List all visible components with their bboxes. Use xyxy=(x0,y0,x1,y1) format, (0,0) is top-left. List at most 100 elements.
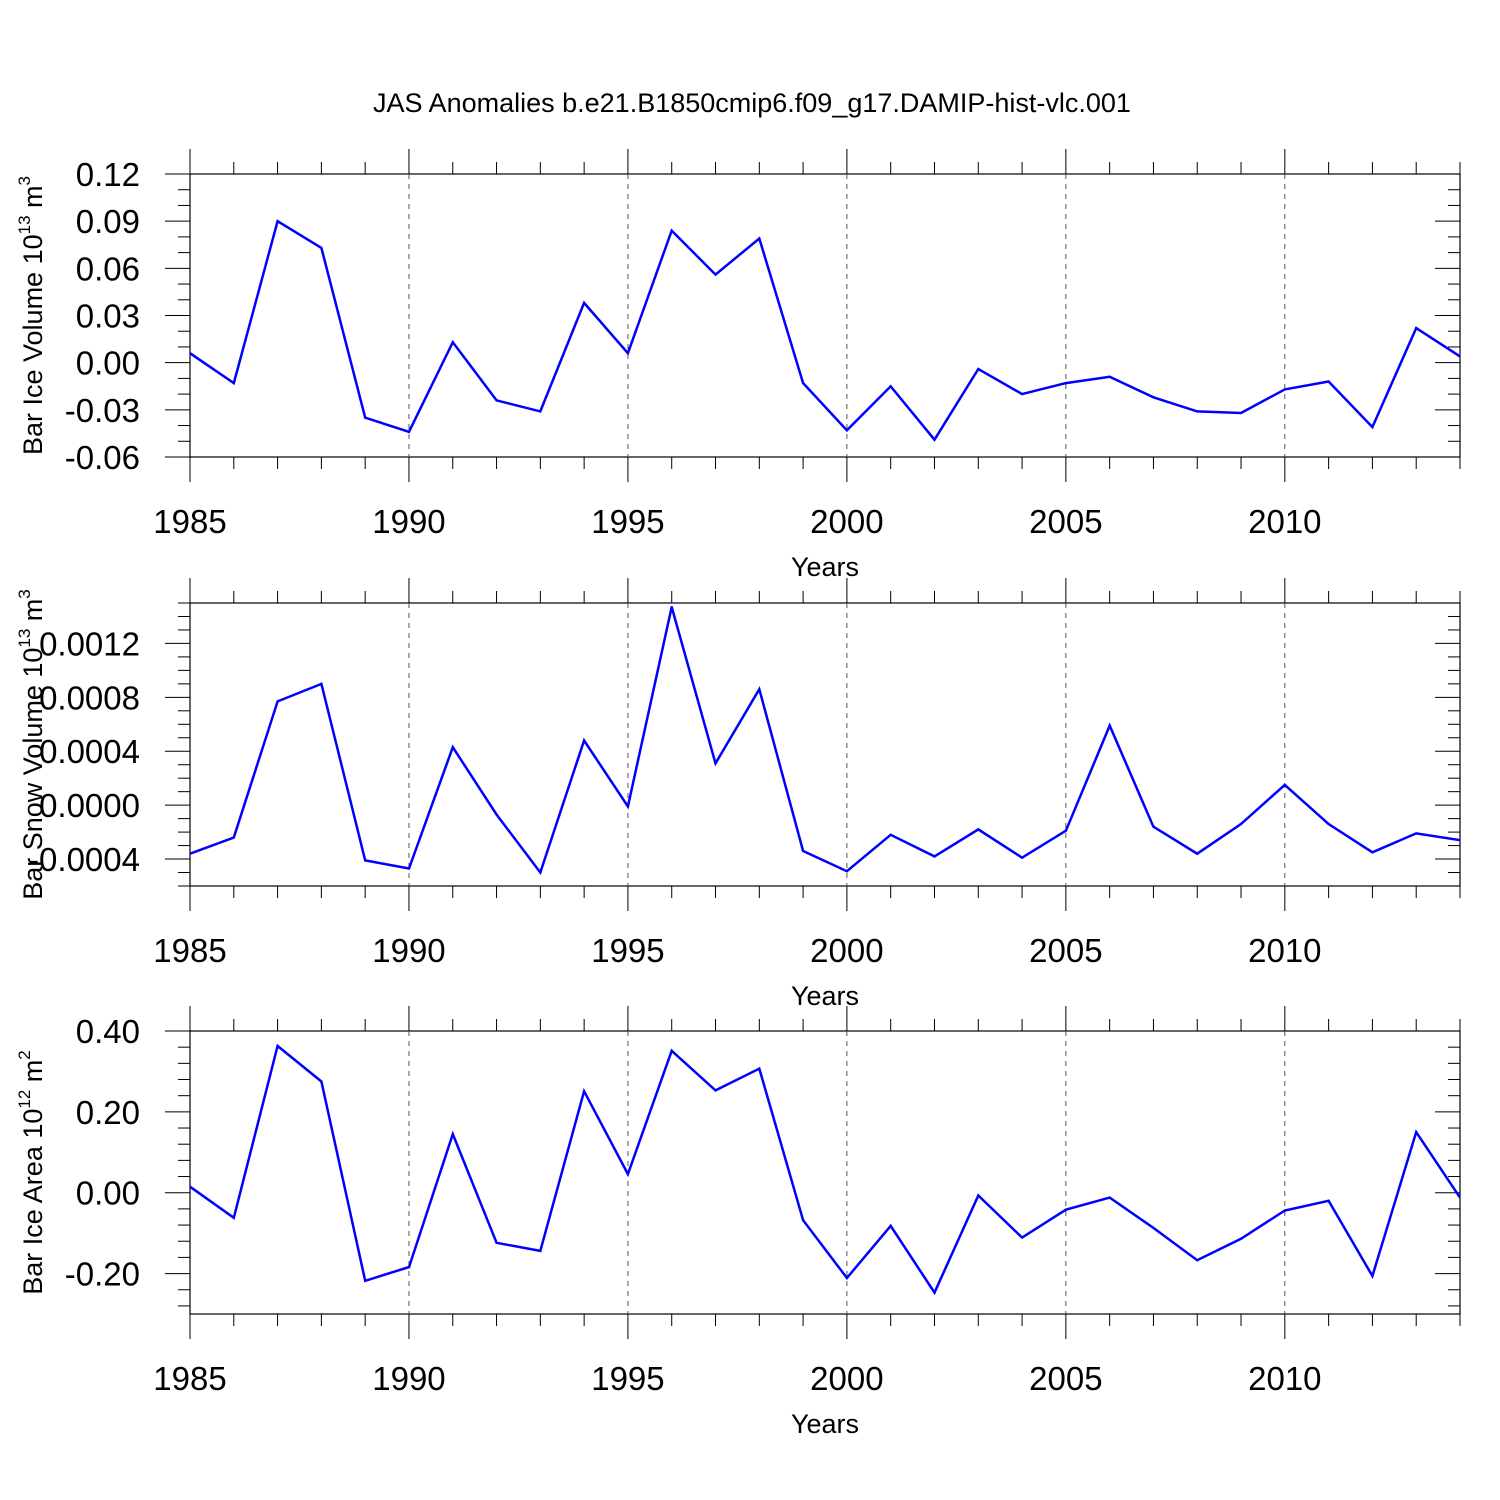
x-tick-label: 2005 xyxy=(1029,932,1102,969)
data-point xyxy=(320,682,323,686)
data-point xyxy=(232,1216,235,1219)
data-point xyxy=(363,416,367,419)
y-tick-label: 0.03 xyxy=(76,298,140,335)
y-tick-label: 0.12 xyxy=(76,156,140,193)
data-point xyxy=(1064,1208,1068,1211)
data-point xyxy=(889,833,892,836)
data-point xyxy=(407,1265,411,1269)
data-point xyxy=(320,246,323,250)
data-point xyxy=(758,688,761,691)
x-tick-label: 2000 xyxy=(810,503,883,540)
data-point xyxy=(670,1049,673,1053)
panel-1: 1985 1990 1995 2000 2005 2010 Years -0.06 -0.03 0… xyxy=(15,149,1461,582)
data-point xyxy=(582,739,586,742)
data-point xyxy=(495,1241,498,1245)
data-point xyxy=(889,1224,892,1228)
data-point xyxy=(1283,388,1287,391)
data-point xyxy=(190,1185,192,1188)
y-axis-label-exponent: 13 xyxy=(15,215,34,234)
x-tick-label: 2000 xyxy=(810,932,883,969)
x-axis-label: Years xyxy=(791,981,859,1011)
data-point xyxy=(845,1276,849,1280)
data-point xyxy=(1064,829,1068,832)
y-tick-label: 0.00 xyxy=(76,1175,140,1212)
data-point xyxy=(1152,396,1155,399)
data-point xyxy=(758,237,761,240)
y-axis-label-exponent: 2 xyxy=(15,1050,34,1059)
data-point xyxy=(714,762,717,765)
x-tick-label: 1985 xyxy=(153,932,226,969)
data-point xyxy=(1415,1130,1418,1134)
y-tick-label: 0.06 xyxy=(76,250,140,287)
data-point xyxy=(582,301,586,305)
data-point xyxy=(670,229,673,232)
y-tick-label: -0.03 xyxy=(65,392,140,429)
data-point xyxy=(190,352,192,355)
data-point xyxy=(1196,410,1199,413)
data-point xyxy=(801,849,805,853)
plot-frame xyxy=(189,602,1461,887)
data-point xyxy=(1239,1237,1243,1241)
y-axis-label-text: Bar Ice Volume 10 xyxy=(18,234,48,455)
series-line xyxy=(190,1043,1460,1296)
y-axis-label-text: Bar Snow Volume 10 xyxy=(18,648,48,900)
y-tick-label: 0.20 xyxy=(76,1094,140,1131)
y-tick-label: 0.0004 xyxy=(39,733,140,770)
y-axis-label: Bar Ice Volume 1013 m3 xyxy=(15,176,48,455)
data-point xyxy=(1458,355,1460,358)
data-point xyxy=(1152,1226,1155,1230)
data-point xyxy=(1152,825,1155,828)
plot-frame xyxy=(189,1030,1461,1315)
data-point xyxy=(276,219,279,223)
data-point xyxy=(363,1279,367,1283)
data-point xyxy=(670,605,673,609)
x-tick-label: 1990 xyxy=(372,503,445,540)
y-axis-label-text: m xyxy=(18,599,48,629)
y-tick-label: 0.0008 xyxy=(39,679,140,716)
data-point xyxy=(1283,783,1287,787)
series-line xyxy=(190,606,1460,876)
y-tick-label: 0.00 xyxy=(76,345,140,382)
data-point xyxy=(232,381,235,385)
x-axis-label: Years xyxy=(791,552,859,582)
y-tick-label: 0.09 xyxy=(76,203,140,240)
x-tick-label: 2010 xyxy=(1248,1360,1321,1397)
data-point xyxy=(1239,822,1243,826)
data-point xyxy=(363,859,367,862)
y-tick-label: -0.0004 xyxy=(28,841,140,878)
data-point xyxy=(320,1080,323,1083)
y-axis-label-exponent: 12 xyxy=(15,1090,34,1109)
x-tick-label: 1985 xyxy=(153,503,226,540)
data-point xyxy=(1327,380,1330,383)
data-point xyxy=(451,1132,454,1136)
data-point xyxy=(977,1194,980,1197)
data-point xyxy=(451,341,454,344)
data-point xyxy=(539,1249,542,1253)
data-point xyxy=(1196,852,1199,855)
x-tick-label: 1990 xyxy=(372,1360,445,1397)
x-tick-label: 2005 xyxy=(1029,503,1102,540)
data-point xyxy=(1327,1199,1330,1203)
data-point xyxy=(1020,392,1024,396)
data-point xyxy=(190,852,192,855)
figure-title: JAS Anomalies b.e21.B1850cmip6.f09_g17.D… xyxy=(373,88,1131,118)
data-point xyxy=(539,410,542,413)
x-tick-label: 1995 xyxy=(591,1360,664,1397)
data-point xyxy=(889,385,892,388)
y-tick-label: 0.40 xyxy=(76,1013,140,1050)
data-point xyxy=(1196,1259,1199,1262)
data-point xyxy=(1283,1209,1287,1212)
x-tick-label: 1990 xyxy=(372,932,445,969)
y-tick-label: -0.06 xyxy=(65,439,140,476)
data-point xyxy=(801,381,805,385)
y-axis-label-exponent: 13 xyxy=(15,629,34,648)
data-point xyxy=(1371,425,1374,429)
data-point xyxy=(845,869,849,873)
x-tick-label: 1995 xyxy=(591,932,664,969)
y-axis-label-text: m xyxy=(18,1060,48,1090)
x-axis-label: Years xyxy=(791,1409,859,1439)
x-tick-label: 1985 xyxy=(153,1360,226,1397)
y-tick-label: 0.0012 xyxy=(39,625,140,662)
data-point xyxy=(977,828,980,831)
